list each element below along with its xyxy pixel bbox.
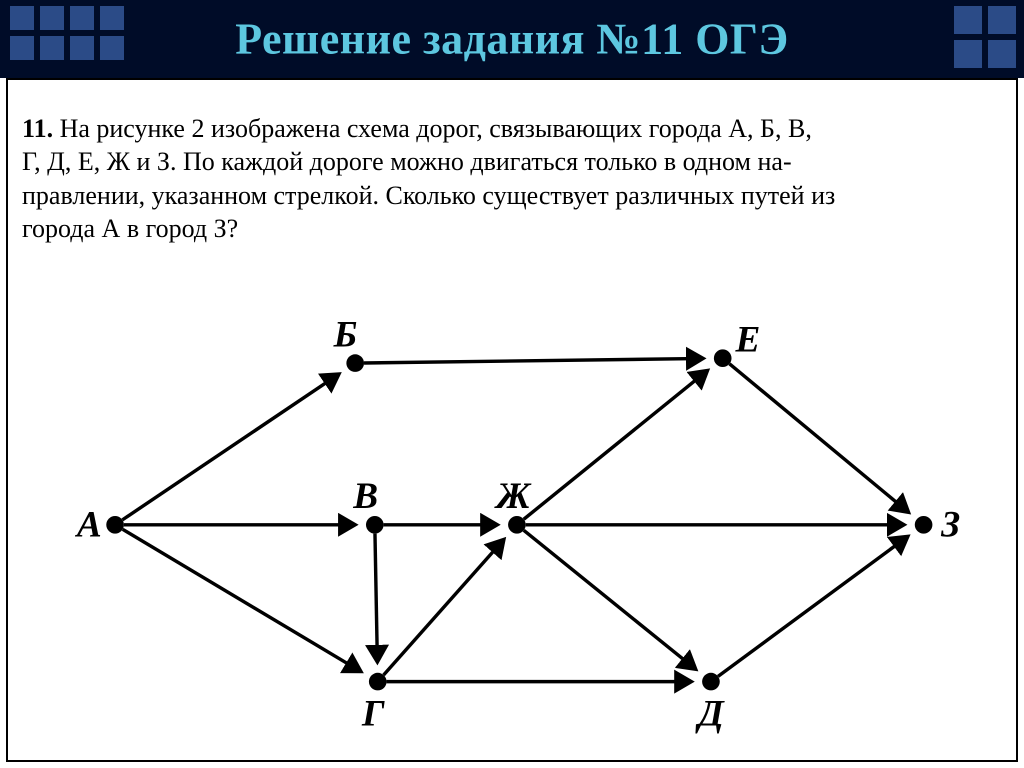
edge-ZH-E — [524, 375, 702, 519]
node-Z — [915, 516, 933, 534]
node-label-G: Г — [361, 694, 385, 735]
node-label-E: Е — [734, 319, 760, 360]
edge-V-G — [375, 534, 377, 656]
task-number: 11. — [22, 114, 53, 143]
task-paragraph: 11. На рисунке 2 изображена схема дорог,… — [22, 112, 1002, 245]
title-bar: Решение задания №11 ОГЭ — [0, 0, 1024, 78]
node-label-A: А — [75, 505, 102, 546]
edge-A-B — [122, 378, 333, 520]
content-frame: 11. На рисунке 2 изображена схема дорог,… — [6, 78, 1018, 762]
page-title: Решение задания №11 ОГЭ — [0, 14, 1024, 65]
node-label-ZH: Ж — [493, 476, 532, 517]
node-E — [714, 349, 732, 367]
edge-G-ZH — [384, 545, 500, 675]
edge-ZH-D — [524, 530, 691, 665]
graph-diagram: А Б В Г Ж Е Д З — [8, 270, 1016, 760]
node-B — [346, 354, 364, 372]
node-label-Z: З — [940, 505, 960, 546]
node-V — [366, 516, 384, 534]
task-line-3: правлении, указанном стрелкой. Сколько с… — [22, 181, 835, 210]
slide: Решение задания №11 ОГЭ 11. На рисунке 2… — [0, 0, 1024, 768]
node-label-V: В — [352, 476, 378, 517]
task-line-2: Г, Д, Е, Ж и З. По каждой дороге можно д… — [22, 147, 792, 176]
node-D — [702, 673, 720, 691]
graph-svg: А Б В Г Ж Е Д З — [8, 270, 1016, 760]
node-label-D: Д — [695, 694, 725, 735]
task-line-1: На рисунке 2 изображена схема дорог, свя… — [60, 114, 812, 143]
node-A — [106, 516, 124, 534]
edge-E-Z — [729, 364, 903, 508]
node-G — [369, 673, 387, 691]
node-label-B: Б — [333, 314, 358, 355]
edge-D-Z — [718, 541, 902, 677]
task-line-4: города А в город З? — [22, 214, 238, 243]
edge-B-E — [364, 359, 696, 363]
node-ZH — [508, 516, 526, 534]
edge-A-G — [123, 529, 355, 668]
